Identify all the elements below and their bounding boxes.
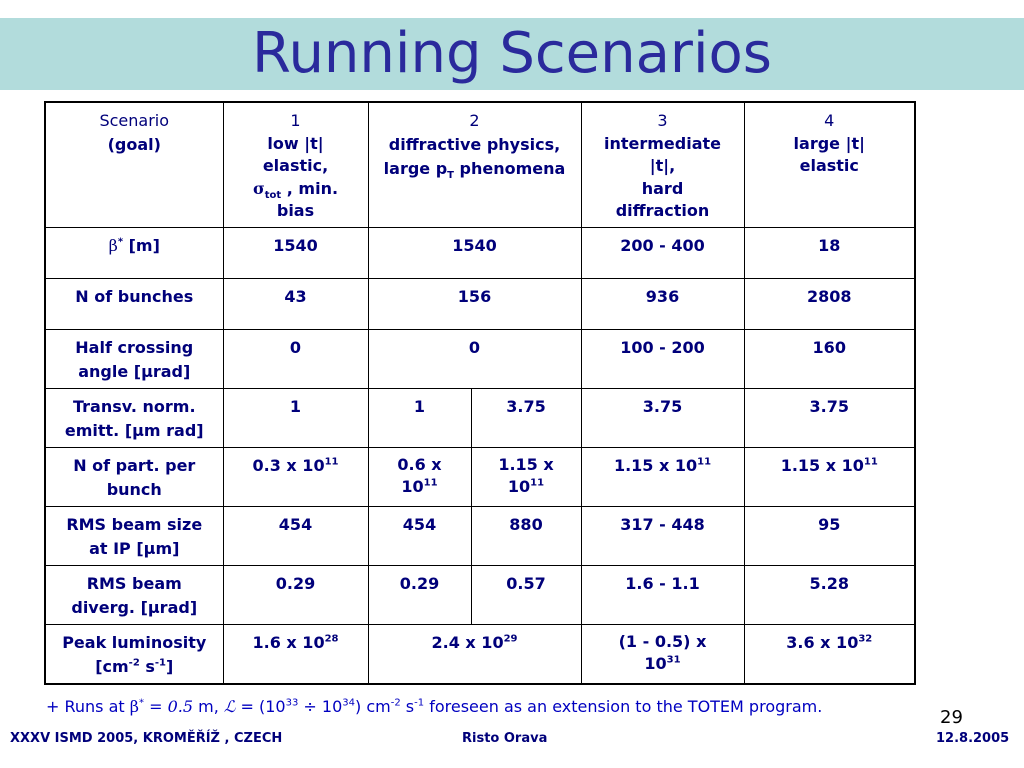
table-row: Half crossing angle [μrad] 0 0 100 - 200 … <box>44 328 916 389</box>
footnote: + Runs at β* = 0.5 m, ℒ = (1033 ÷ 1034) … <box>46 697 823 716</box>
header-scenario-3: 3 intermediate |t|, hard diffraction <box>580 101 745 228</box>
scenario-table: Scenario (goal) 1 low |t| elastic, σtot … <box>44 101 916 686</box>
header-scenario-4: 4 large |t| elastic <box>743 101 916 228</box>
cell: 0 <box>222 328 369 389</box>
footer-conference: XXXV ISMD 2005, KROMĚŘÍŽ , CZECH <box>10 731 283 746</box>
row-label-beam-size: RMS beam size at IP [μm] <box>44 505 224 566</box>
cell: 18 <box>743 226 916 279</box>
row-label-emittance: Transv. norm. emitt. [μm rad] <box>44 387 224 448</box>
cell: 1 <box>222 387 369 448</box>
cell: 5.28 <box>743 564 916 625</box>
header-scenario-2: 2 diffractive physics, large pT phenomen… <box>367 101 582 228</box>
cell: 160 <box>743 328 916 389</box>
cell: 454 <box>367 505 472 566</box>
cell: 1.6 - 1.1 <box>580 564 745 625</box>
page-number: 29 <box>940 707 963 728</box>
cell: 3.75 <box>470 387 582 448</box>
cell: 0.57 <box>470 564 582 625</box>
header-scenario-1: 1 low |t| elastic, σtot , min. bias <box>222 101 369 228</box>
cell: 156 <box>367 277 582 330</box>
row-label-particles: N of part. per bunch <box>44 446 224 507</box>
cell: 317 - 448 <box>580 505 745 566</box>
cell: 1.15 x 1011 <box>580 446 745 507</box>
cell: 0.29 <box>222 564 369 625</box>
table-row: RMS beam diverg. [μrad] 0.29 0.29 0.57 1.… <box>44 564 916 625</box>
table-row: RMS beam size at IP [μm] 454 454 880 317 … <box>44 505 916 566</box>
table-row: N of bunches 43 156 936 2808 <box>44 277 916 330</box>
cell: 880 <box>470 505 582 566</box>
cell: 0.29 <box>367 564 472 625</box>
cell: 3.6 x 1032 <box>743 623 916 685</box>
cell: 100 - 200 <box>580 328 745 389</box>
cell: 0.3 x 1011 <box>222 446 369 507</box>
cell: 1.6 x 1028 <box>222 623 369 685</box>
cell: 936 <box>580 277 745 330</box>
cell: 1540 <box>222 226 369 279</box>
cell: 2808 <box>743 277 916 330</box>
cell: 3.75 <box>743 387 916 448</box>
cell: 3.75 <box>580 387 745 448</box>
row-label-luminosity: Peak luminosity [cm-2 s-1] <box>44 623 224 685</box>
row-label-beta: β* [m] <box>44 226 224 279</box>
cell: 1.15 x 1011 <box>743 446 916 507</box>
cell: 1.15 x 1011 <box>470 446 582 507</box>
cell: 1540 <box>367 226 582 279</box>
cell: 95 <box>743 505 916 566</box>
cell: 454 <box>222 505 369 566</box>
title-band <box>0 18 1024 90</box>
cell: 43 <box>222 277 369 330</box>
cell: 200 - 400 <box>580 226 745 279</box>
slide-title: Running Scenarios <box>252 21 772 86</box>
header-scenario: Scenario (goal) <box>44 101 224 228</box>
table-row: Peak luminosity [cm-2 s-1] 1.6 x 1028 2.4… <box>44 623 916 685</box>
cell: 0.6 x 1011 <box>367 446 472 507</box>
cell: (1 - 0.5) x 1031 <box>580 623 745 685</box>
cell: 2.4 x 1029 <box>367 623 582 685</box>
footer-date: 12.8.2005 <box>936 731 1010 746</box>
row-label-bunches: N of bunches <box>44 277 224 330</box>
table-row: N of part. per bunch 0.3 x 1011 0.6 x 1011… <box>44 446 916 507</box>
footer-author: Risto Orava <box>462 731 548 746</box>
row-label-angle: Half crossing angle [μrad] <box>44 328 224 389</box>
row-label-divergence: RMS beam diverg. [μrad] <box>44 564 224 625</box>
cell: 0 <box>367 328 582 389</box>
table-row: Scenario (goal) 1 low |t| elastic, σtot … <box>44 101 916 228</box>
table-row: β* [m] 1540 1540 200 - 400 18 <box>44 226 916 279</box>
cell: 1 <box>367 387 472 448</box>
table-row: Transv. norm. emitt. [μm rad] 1 1 3.75 3.… <box>44 387 916 448</box>
